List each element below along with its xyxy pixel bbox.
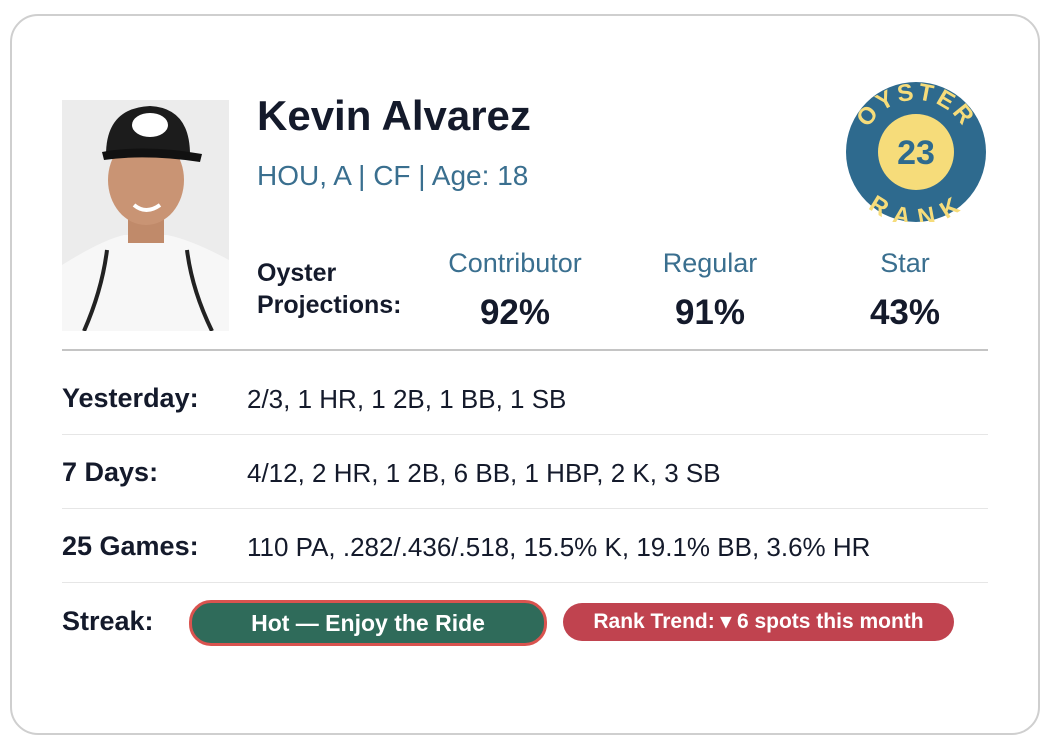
projection-value: 91% — [674, 293, 746, 332]
player-name: Kevin Alvarez — [257, 92, 531, 139]
stat-value: 110 PA, .282/.436/.518, 15.5% K, 19.1% B… — [247, 532, 871, 562]
stat-label: 25 Games: — [62, 531, 199, 561]
badge-rank: 23 — [897, 134, 935, 172]
projection-label: Star — [880, 248, 930, 278]
row-separator — [62, 582, 988, 583]
row-separator — [62, 434, 988, 435]
stat-label: Yesterday: — [62, 383, 199, 413]
projection-value: 43% — [869, 293, 941, 332]
player-meta: HOU, A | CF | Age: 18 — [257, 160, 529, 191]
row-separator — [62, 508, 988, 509]
divider — [62, 349, 988, 351]
rank-trend: Rank Trend: ▾ 6 spots this month — [563, 603, 954, 641]
stat-label: 7 Days: — [62, 457, 159, 487]
projection-label: Contributor — [448, 248, 582, 278]
stat-value: 2/3, 1 HR, 1 2B, 1 BB, 1 SB — [247, 384, 567, 414]
stat-value: 4/12, 2 HR, 1 2B, 6 BB, 1 HBP, 2 K, 3 SB — [247, 458, 721, 488]
player-photo — [62, 100, 229, 331]
card — [10, 14, 1040, 735]
rank-badge: OYSTER RANK 23 — [846, 82, 986, 222]
streak-label: Streak: — [62, 606, 154, 636]
projection-label: Regular — [662, 248, 758, 278]
projection-value: 92% — [479, 293, 551, 332]
streak-status: Hot — Enjoy the Ride — [189, 600, 547, 646]
projections-label: Oyster Projections: — [257, 259, 402, 319]
